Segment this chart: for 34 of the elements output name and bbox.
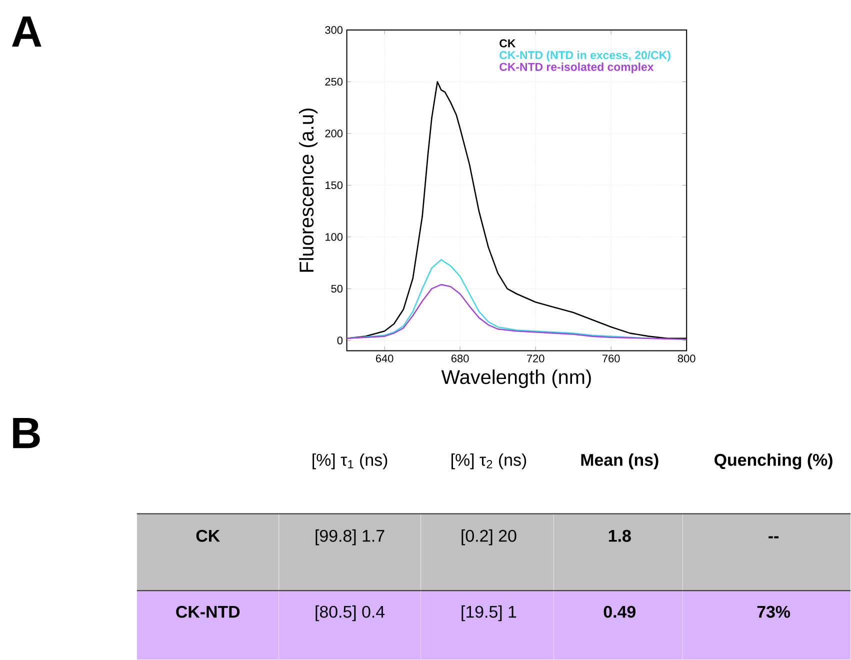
text: CK-NTD (NTD in excess, 20/CK) xyxy=(500,50,670,62)
x-tick-label: 760 xyxy=(602,354,620,362)
text: [%] τ$_{2}$ (ns) xyxy=(452,454,526,470)
y-axis-title: Fluorescence (a.u) xyxy=(299,108,318,272)
line-series xyxy=(346,284,687,340)
text: CK xyxy=(500,39,516,48)
x-tick-label: 680 xyxy=(451,354,469,362)
text: B xyxy=(13,418,40,448)
text: 1.8 xyxy=(608,530,631,542)
text: Mean (ns) xyxy=(581,454,658,470)
y-tick-label: 200 xyxy=(325,130,343,138)
y-tick-label: 50 xyxy=(331,284,343,293)
x-tick-label: 800 xyxy=(678,354,696,362)
chart-title: A xyxy=(12,16,42,47)
text: -- xyxy=(768,536,779,538)
text: [%] τ$_{1}$ (ns) xyxy=(312,454,388,470)
text: [0.2] 20 xyxy=(462,529,516,546)
y-tick-label: 150 xyxy=(326,181,343,190)
text: CK-NTD xyxy=(176,606,240,618)
text: Quenching (%) xyxy=(714,454,832,470)
y-tick-label: 0 xyxy=(337,336,343,344)
text: 0.49 xyxy=(604,606,636,618)
y-tick-label: 100 xyxy=(326,233,343,241)
text: CK xyxy=(196,530,220,542)
y-tick-label: 250 xyxy=(325,78,343,86)
x-axis-title: Wavelength (nm) xyxy=(441,370,591,388)
text: [19.5] 1 xyxy=(462,605,516,622)
text: CK-NTD re-isolated complex xyxy=(500,62,654,74)
x-tick-label: 640 xyxy=(376,354,394,362)
text: 73% xyxy=(757,606,790,618)
x-tick-label: 720 xyxy=(527,354,544,362)
y-tick-label: 300 xyxy=(325,26,343,34)
text: [99.8] 1.7 xyxy=(316,529,384,546)
text: [80.5] 0.4 xyxy=(316,605,385,622)
